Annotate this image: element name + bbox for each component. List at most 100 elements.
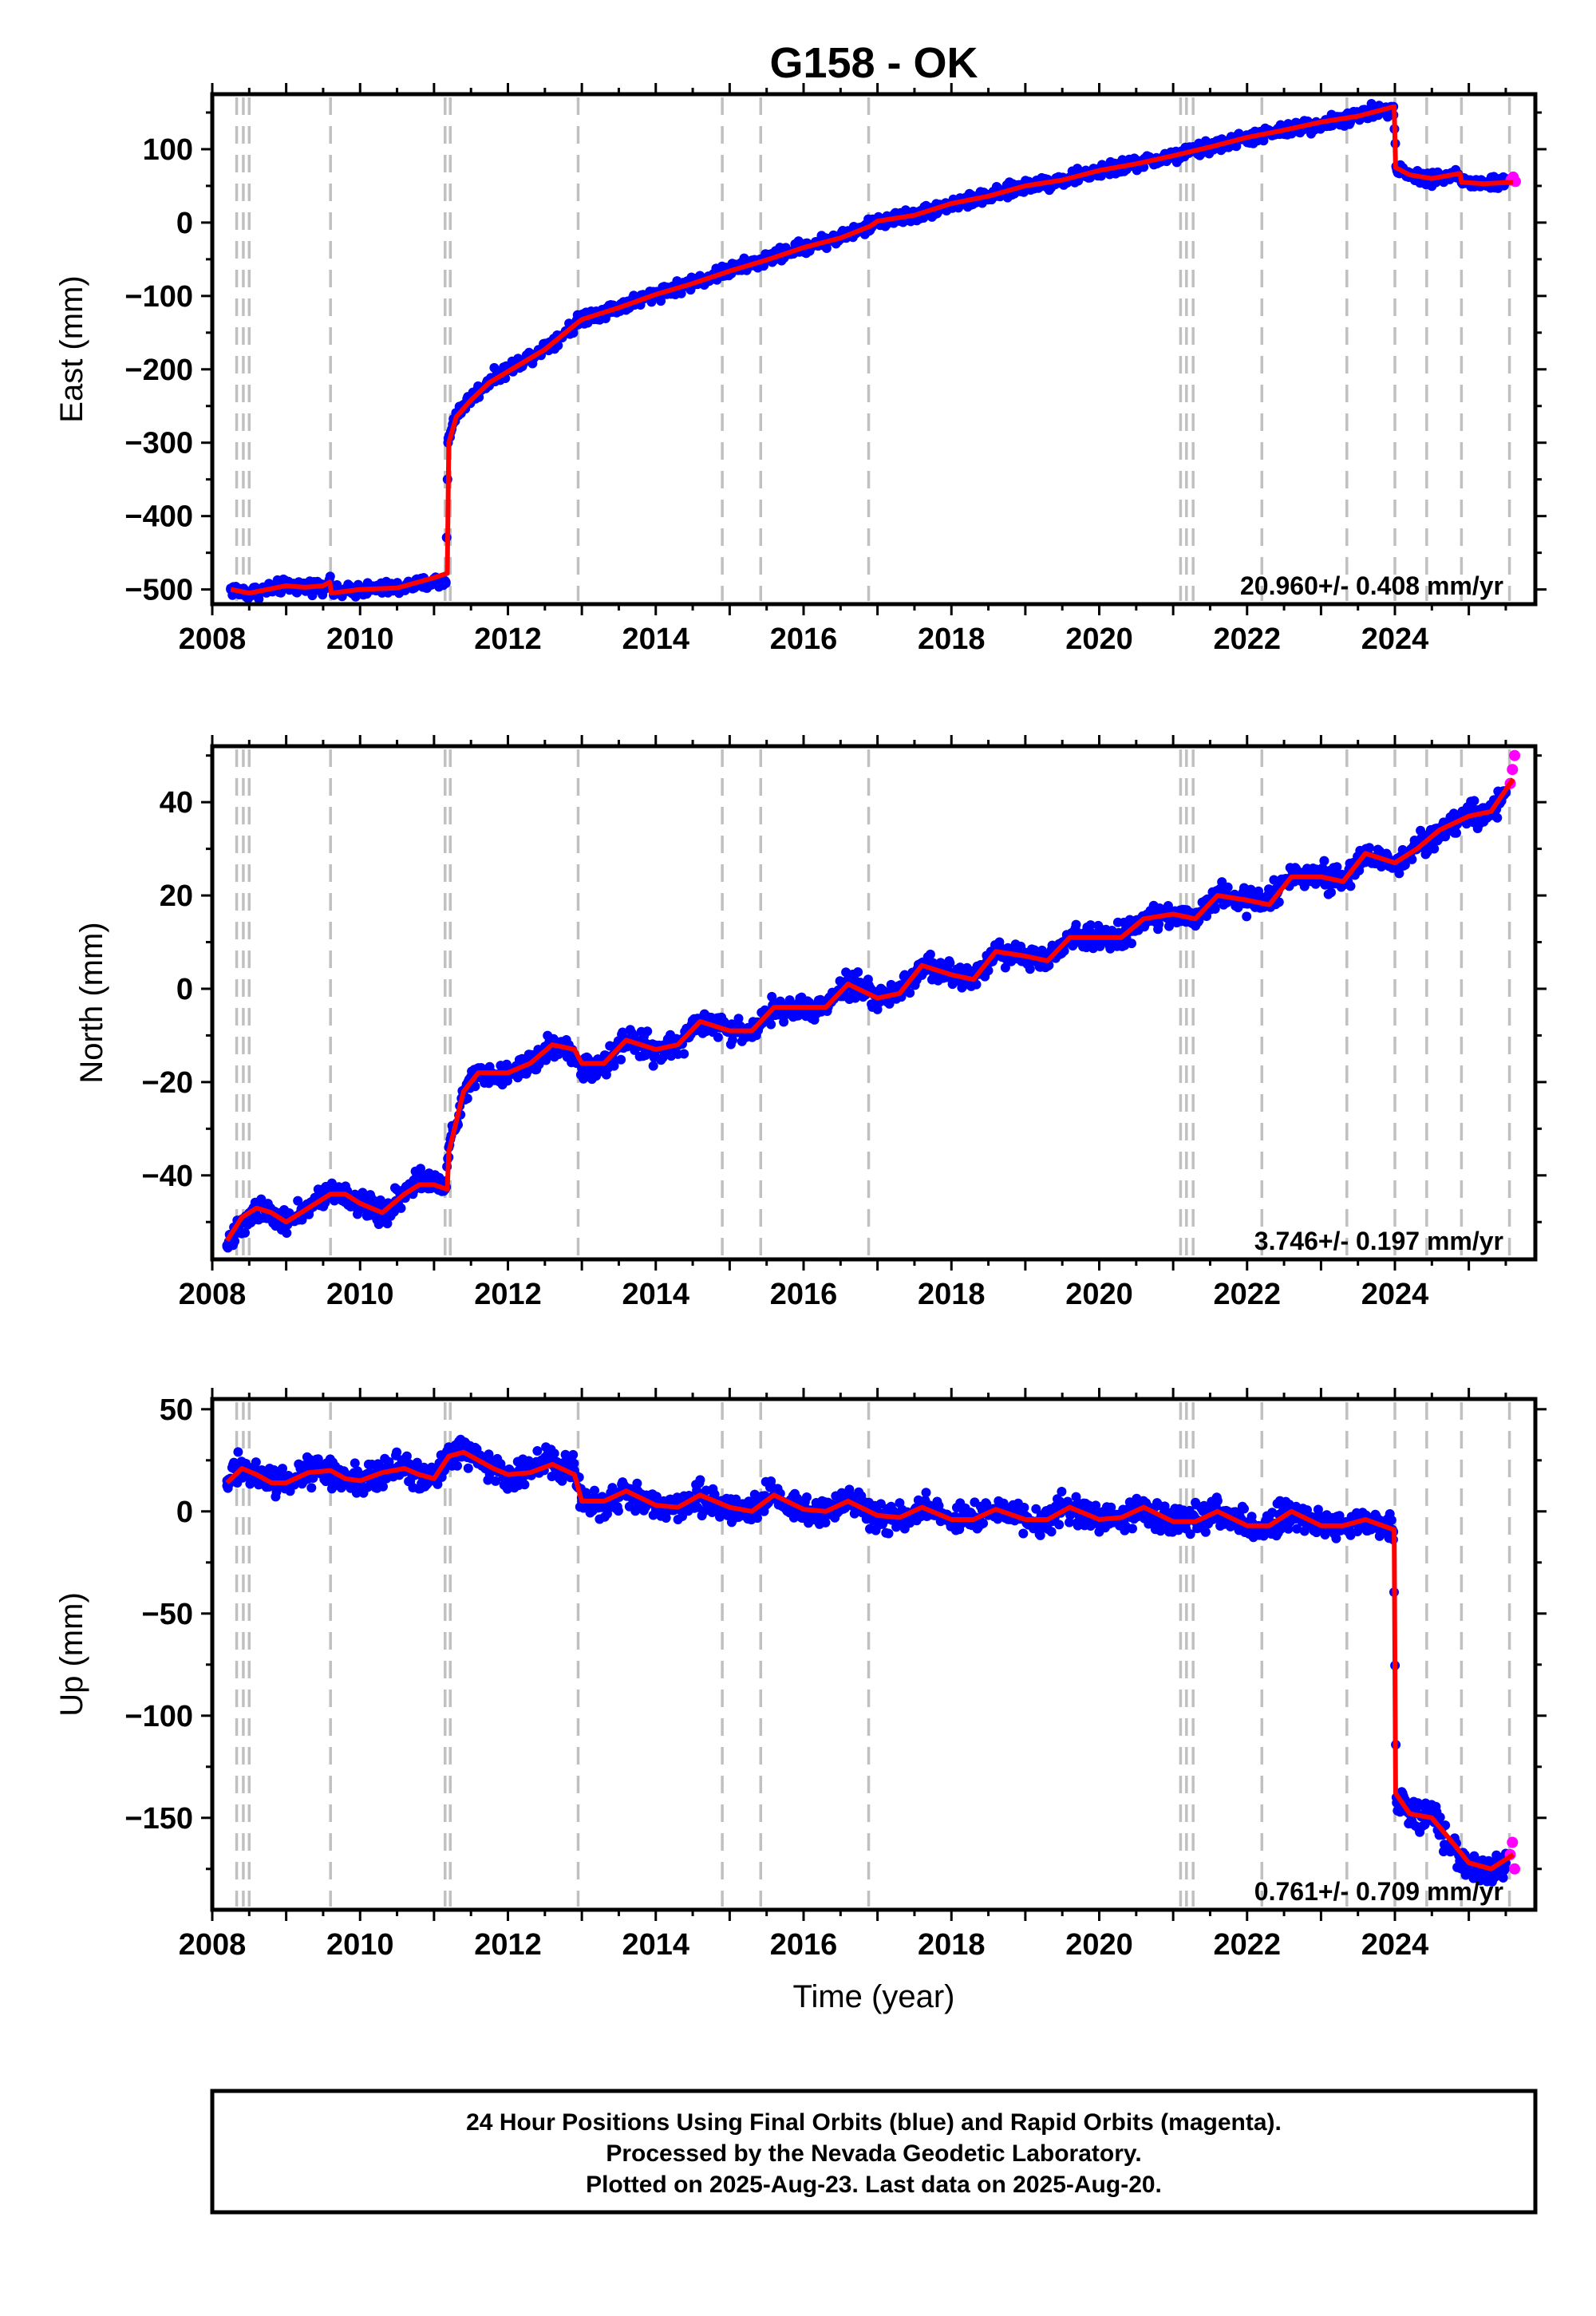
north-final-orbit-point: [541, 1055, 551, 1065]
east-y-tick-label: 0: [176, 207, 193, 240]
up-final-orbit-point: [1019, 1503, 1029, 1512]
north-final-orbit-point: [1025, 964, 1035, 974]
north-final-orbit-point: [1127, 939, 1136, 949]
north-y-tick-label: −40: [142, 1160, 193, 1193]
north-final-orbit-point: [648, 1061, 658, 1071]
north-y-tick-label: 40: [160, 786, 193, 820]
east-model-line: [230, 104, 1514, 596]
north-rapid-orbit-point: [1509, 749, 1521, 761]
up-final-orbit-point: [401, 1451, 412, 1461]
north-final-orbit-point: [1242, 911, 1252, 922]
up-final-orbit-point: [233, 1447, 243, 1457]
north-panel: 2008 2010 2012 2014 2016 2018 2020 2022 2024−40−…: [74, 735, 1547, 1311]
north-y-tick-label: 0: [176, 973, 193, 1006]
east-x-tick-label: 2012: [474, 622, 542, 656]
north-final-orbit-point: [1400, 860, 1410, 870]
up-final-orbit-point: [632, 1478, 642, 1488]
north-final-orbit-point: [240, 1227, 250, 1238]
up-final-orbit-point: [308, 1473, 318, 1483]
north-final-orbit-point: [462, 1093, 472, 1104]
east-plot-frame: [210, 92, 1538, 607]
up-final-orbit-point: [1185, 1529, 1195, 1539]
up-panel: 2008 2010 2012 2014 2016 2018 2020 2022 2024−150…: [54, 1388, 1547, 1962]
up-rapid-orbit-point: [1509, 1863, 1521, 1875]
north-final-orbit-point: [1429, 844, 1440, 854]
north-x-tick-label: 2020: [1065, 1278, 1133, 1311]
east-y-tick-label: 100: [143, 133, 193, 167]
north-final-orbit-point: [396, 1203, 406, 1213]
east-x-tick-label: 2024: [1361, 622, 1429, 656]
up-final-orbit-point: [519, 1480, 530, 1490]
up-final-orbit-point: [1106, 1502, 1116, 1512]
north-final-orbit-point: [1210, 903, 1220, 914]
up-final-orbit-point: [1046, 1527, 1057, 1537]
north-final-orbit-point: [925, 949, 935, 959]
up-final-orbit-point: [695, 1475, 705, 1485]
up-final-orbit-point: [452, 1460, 462, 1471]
north-x-tick-label: 2022: [1213, 1278, 1281, 1311]
east-y-tick-label: −200: [124, 354, 193, 387]
up-final-orbit-point: [463, 1463, 473, 1473]
north-x-tick-label: 2010: [326, 1278, 394, 1311]
north-y-tick-label: −20: [142, 1066, 193, 1100]
north-plot-frame: [210, 744, 1538, 1262]
up-final-orbit-point: [978, 1518, 989, 1528]
up-final-orbit-point: [1334, 1511, 1345, 1521]
up-final-orbit-point: [820, 1517, 831, 1528]
up-final-orbit-point: [350, 1458, 360, 1468]
north-model-line: [224, 777, 1515, 1243]
north-final-orbit-point: [470, 1081, 480, 1092]
east-x-tick-label: 2022: [1213, 622, 1281, 656]
up-final-orbit-point: [1239, 1504, 1249, 1514]
east-final-orbit-point: [821, 243, 832, 253]
north-final-orbit-point: [297, 1215, 307, 1225]
north-final-orbit-point: [1407, 854, 1417, 864]
north-final-orbit-point: [382, 1219, 393, 1229]
up-plot-frame: [210, 1397, 1538, 1912]
up-rapid-orbit-point: [1507, 1836, 1519, 1848]
up-final-orbit-point: [491, 1476, 500, 1486]
up-final-orbit-point: [313, 1454, 323, 1464]
north-final-orbit-point: [1326, 887, 1336, 898]
up-final-orbit-point: [1435, 1812, 1445, 1823]
east-x-tick-label: 2010: [326, 622, 394, 656]
north-final-orbit-point: [1394, 868, 1404, 879]
north-final-orbit-point: [1345, 881, 1356, 891]
east-rate-label: 20.960+/- 0.408 mm/yr: [1240, 571, 1503, 600]
east-final-orbit-point: [656, 296, 666, 306]
east-y-axis-label: East (mm): [54, 275, 89, 422]
up-final-orbit-point: [532, 1446, 543, 1456]
up-final-orbit-point: [883, 1528, 894, 1539]
up-final-orbit-point: [392, 1447, 402, 1457]
north-final-orbit-point: [230, 1236, 240, 1247]
up-final-orbit-point: [875, 1499, 886, 1509]
east-panel: 2008 2010 2012 2014 2016 2018 2020 2022 2024−500…: [54, 83, 1547, 656]
north-final-orbit-point: [983, 966, 994, 976]
up-final-orbit-point: [1018, 1528, 1029, 1539]
east-x-tick-label: 2008: [179, 622, 247, 656]
up-final-orbit-point: [590, 1485, 599, 1496]
east-x-tick-label: 2020: [1065, 622, 1133, 656]
north-final-orbit-point: [945, 958, 955, 968]
up-final-orbit-point: [1302, 1505, 1312, 1516]
north-final-orbit-point: [1000, 962, 1010, 973]
north-final-orbit-point: [1469, 796, 1479, 806]
up-final-orbit-point: [1031, 1504, 1041, 1514]
up-final-orbit-point: [1035, 1530, 1045, 1540]
east-x-tick-label: 2014: [622, 622, 689, 656]
north-final-orbit-point: [679, 1049, 689, 1059]
up-final-orbit-point: [1386, 1515, 1396, 1525]
north-x-tick-label: 2018: [918, 1278, 986, 1311]
north-final-orbit-point: [767, 991, 777, 1002]
north-y-tick-label: 20: [160, 879, 193, 913]
east-final-orbit-point: [307, 591, 318, 601]
north-y-axis-label: North (mm): [74, 922, 109, 1083]
east-final-orbit-point: [1231, 141, 1242, 152]
up-final-orbit-point: [802, 1492, 812, 1502]
up-final-orbit-point: [484, 1449, 494, 1460]
north-final-orbit-point: [853, 967, 863, 977]
up-final-orbit-point: [1200, 1527, 1211, 1537]
north-final-orbit-point: [416, 1164, 425, 1174]
up-final-orbit-point: [1498, 1872, 1508, 1883]
